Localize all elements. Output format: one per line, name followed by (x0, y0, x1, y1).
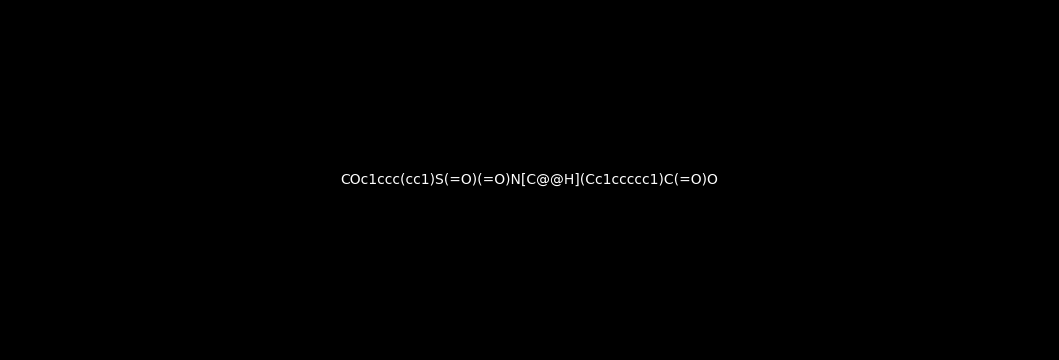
Text: COc1ccc(cc1)S(=O)(=O)N[C@@H](Cc1ccccc1)C(=O)O: COc1ccc(cc1)S(=O)(=O)N[C@@H](Cc1ccccc1)C… (341, 173, 718, 187)
